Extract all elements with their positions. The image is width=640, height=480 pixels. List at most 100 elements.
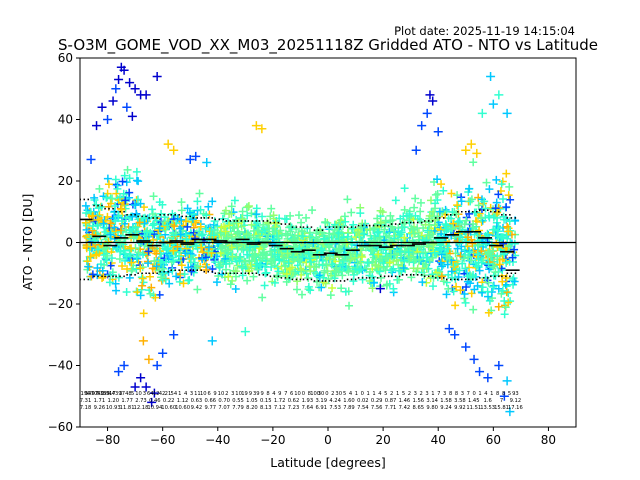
data-point xyxy=(502,273,511,282)
data-point xyxy=(387,266,396,275)
data-point xyxy=(502,376,512,386)
bin-stat-label: 13.53 xyxy=(480,405,495,411)
y-tick-label: −60 xyxy=(48,420,73,434)
data-point xyxy=(233,229,242,238)
bin-stat-label: 54 xyxy=(171,391,178,397)
y-tick-label: 20 xyxy=(58,174,73,188)
bin-stat-label: 5 xyxy=(402,391,405,397)
data-point xyxy=(88,211,97,220)
statistics-lines xyxy=(80,198,576,282)
data-point xyxy=(461,264,470,273)
bin-stat-label: 7.18 xyxy=(80,405,92,411)
data-point xyxy=(130,382,140,392)
data-point xyxy=(382,254,391,263)
data-point xyxy=(281,229,290,238)
bin-stat-label: 8 xyxy=(455,391,458,397)
bin-stat-label: 3 xyxy=(143,391,146,397)
data-point xyxy=(494,90,504,100)
data-point xyxy=(221,206,230,215)
data-point xyxy=(304,274,313,283)
data-point xyxy=(241,257,250,266)
data-point xyxy=(146,228,155,237)
data-point xyxy=(461,250,470,259)
data-point xyxy=(465,248,474,257)
bin-stat-label: 7 xyxy=(437,391,440,397)
data-point xyxy=(395,247,404,256)
data-point xyxy=(258,212,267,221)
data-point xyxy=(121,234,130,243)
data-point xyxy=(195,189,204,198)
data-point xyxy=(502,258,511,267)
data-point xyxy=(475,367,485,377)
chart-title: S-O3M_GOME_VOD_XX_M03_20251118Z Gridded … xyxy=(58,36,598,55)
data-point xyxy=(469,354,479,364)
data-point xyxy=(455,266,464,275)
data-point xyxy=(258,293,267,302)
data-point xyxy=(252,210,261,219)
data-point xyxy=(297,290,306,299)
data-point xyxy=(397,251,406,260)
data-point xyxy=(125,226,134,235)
data-point xyxy=(103,189,112,198)
data-point xyxy=(322,260,331,269)
data-point xyxy=(243,211,252,220)
bin-stat-label: 8.65 xyxy=(413,405,425,411)
bin-stat-label: 9.24 xyxy=(440,405,452,411)
data-point xyxy=(136,199,145,208)
data-point xyxy=(400,256,409,265)
bin-stat-label: 8917 xyxy=(102,391,115,397)
data-point xyxy=(471,259,480,268)
data-point xyxy=(318,261,327,270)
data-point xyxy=(169,256,178,265)
data-point xyxy=(497,180,506,189)
data-point xyxy=(238,215,247,224)
bin-stat-label: 9.77 xyxy=(205,405,217,411)
data-point xyxy=(504,242,513,251)
data-point xyxy=(94,204,103,213)
bin-stat-label: 1 xyxy=(367,391,370,397)
data-point xyxy=(374,227,383,236)
data-point xyxy=(491,204,500,213)
data-point xyxy=(238,271,247,280)
data-point xyxy=(375,284,385,294)
data-point xyxy=(430,204,439,213)
x-tick-label: −80 xyxy=(95,433,120,447)
bin-stat-label: 0.87 xyxy=(385,398,397,404)
bin-stat-label: 8.20 xyxy=(246,405,258,411)
bin-stat-label: 15.81 xyxy=(494,405,509,411)
bin-stat-label: 4 xyxy=(184,391,188,397)
bin-stat-label: 6 xyxy=(208,391,211,397)
data-point xyxy=(140,231,149,240)
data-point xyxy=(394,227,403,236)
data-point xyxy=(247,209,256,218)
data-point xyxy=(356,209,365,218)
bin-stat-label: 0.66 xyxy=(205,398,217,404)
data-point xyxy=(106,219,115,228)
data-point xyxy=(210,217,219,226)
data-point xyxy=(100,223,109,232)
data-point xyxy=(99,219,108,228)
data-point xyxy=(442,290,451,299)
data-point xyxy=(410,229,419,238)
data-point xyxy=(486,252,495,261)
data-point xyxy=(505,217,514,226)
bin-stat-label: 6.91 xyxy=(315,405,327,411)
data-point xyxy=(133,195,142,204)
data-point xyxy=(498,265,507,274)
data-point xyxy=(118,177,127,186)
data-point xyxy=(484,278,493,287)
data-point xyxy=(508,253,517,262)
data-point xyxy=(95,184,104,193)
data-point xyxy=(386,217,395,226)
data-point xyxy=(461,342,471,352)
data-point xyxy=(302,213,311,222)
data-point xyxy=(165,279,174,288)
data-point xyxy=(297,266,306,275)
data-point xyxy=(305,254,314,263)
data-point xyxy=(270,234,279,243)
x-tick-label: 20 xyxy=(375,433,390,447)
data-point xyxy=(409,249,418,258)
data-point xyxy=(217,223,226,232)
data-point xyxy=(136,291,145,300)
data-point xyxy=(177,215,186,224)
